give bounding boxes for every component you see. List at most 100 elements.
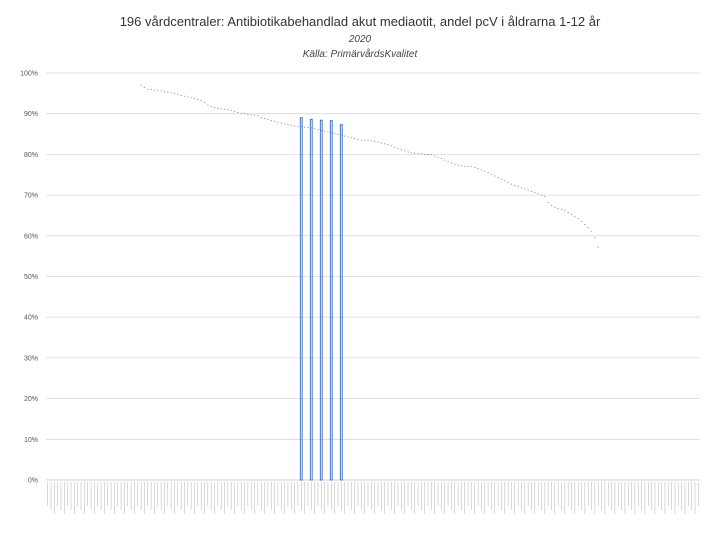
data-point xyxy=(213,107,216,108)
data-point xyxy=(464,165,466,167)
y-tick-label: 10% xyxy=(24,437,38,444)
data-point xyxy=(173,93,176,95)
data-point xyxy=(390,145,392,147)
data-point xyxy=(550,204,553,206)
data-point xyxy=(484,170,486,172)
y-axis: 0% 10% 20% 30% 40% 50% 60% 70% 80% 90% 100% xyxy=(20,71,38,485)
data-point xyxy=(407,151,409,153)
data-point xyxy=(470,166,473,168)
data-point xyxy=(394,146,396,148)
data-point xyxy=(187,96,189,98)
data-point xyxy=(223,108,226,110)
data-point xyxy=(324,130,326,132)
data-point xyxy=(577,218,579,220)
data-point xyxy=(560,208,563,210)
data-point xyxy=(504,180,506,182)
data-point xyxy=(370,140,372,142)
data-point xyxy=(263,118,266,119)
data-point xyxy=(293,125,296,127)
data-point xyxy=(217,108,219,109)
data-point xyxy=(587,227,589,229)
gridlines xyxy=(46,72,700,481)
bar xyxy=(299,117,303,481)
data-point xyxy=(360,139,362,141)
data-point xyxy=(163,91,166,93)
data-point xyxy=(177,94,179,95)
data-point xyxy=(350,137,352,139)
data-point xyxy=(440,158,443,159)
data-point xyxy=(400,149,402,150)
data-point xyxy=(444,159,446,161)
data-point xyxy=(197,99,199,100)
data-point xyxy=(354,138,356,139)
data-point xyxy=(337,134,339,135)
data-point xyxy=(327,131,329,133)
data-point xyxy=(250,114,252,116)
data-point xyxy=(524,188,526,190)
data-point xyxy=(594,237,596,239)
data-point xyxy=(570,214,573,216)
y-tick-label: 90% xyxy=(24,111,38,118)
data-point xyxy=(427,154,429,155)
data-point xyxy=(554,206,556,208)
data-point xyxy=(477,168,479,170)
data-point xyxy=(597,246,599,248)
data-point xyxy=(273,121,276,122)
y-tick-label: 70% xyxy=(24,193,38,200)
data-point xyxy=(183,95,186,97)
data-point xyxy=(517,186,519,187)
data-point xyxy=(580,221,583,222)
data-point xyxy=(460,165,463,167)
data-point xyxy=(260,117,262,119)
value-markers xyxy=(140,84,599,248)
data-point xyxy=(567,212,569,214)
data-point xyxy=(540,194,543,196)
data-point xyxy=(270,120,272,122)
data-point xyxy=(430,154,432,156)
data-point xyxy=(167,91,169,93)
data-point xyxy=(377,141,379,143)
data-point xyxy=(303,126,306,128)
data-point xyxy=(243,113,246,115)
data-point xyxy=(307,127,309,128)
data-point xyxy=(200,99,202,101)
data-point xyxy=(237,112,239,113)
data-point xyxy=(410,152,412,154)
y-tick-label: 0% xyxy=(28,478,38,485)
data-point xyxy=(437,156,439,158)
data-point xyxy=(367,140,369,141)
data-point xyxy=(207,104,209,106)
data-point xyxy=(534,192,536,194)
data-point xyxy=(544,195,546,197)
bar xyxy=(329,120,333,481)
data-point xyxy=(300,126,302,128)
chart-subtitle-year: 2020 xyxy=(348,34,372,45)
data-point xyxy=(240,112,242,114)
data-point xyxy=(153,89,156,91)
data-point xyxy=(170,92,172,94)
data-point xyxy=(210,105,212,107)
data-point xyxy=(140,84,142,86)
data-point xyxy=(160,90,162,92)
data-point xyxy=(320,129,322,131)
data-point xyxy=(450,162,453,164)
data-point xyxy=(347,136,349,138)
chart-subtitle-source: Källa: PrimärvårdsKvalitet xyxy=(302,49,418,60)
data-point xyxy=(520,187,523,189)
data-point xyxy=(397,147,399,149)
data-point xyxy=(317,129,319,130)
data-point xyxy=(417,153,419,154)
data-point xyxy=(290,125,292,126)
data-point xyxy=(404,150,406,152)
data-point xyxy=(203,102,206,104)
data-point xyxy=(497,177,499,178)
data-point xyxy=(330,132,332,134)
data-point xyxy=(257,115,259,117)
y-tick-label: 40% xyxy=(24,315,38,322)
bar xyxy=(339,124,343,481)
data-point xyxy=(510,183,513,185)
data-point xyxy=(283,123,286,125)
data-point xyxy=(474,167,476,168)
data-point xyxy=(253,114,256,116)
data-point xyxy=(314,128,316,130)
